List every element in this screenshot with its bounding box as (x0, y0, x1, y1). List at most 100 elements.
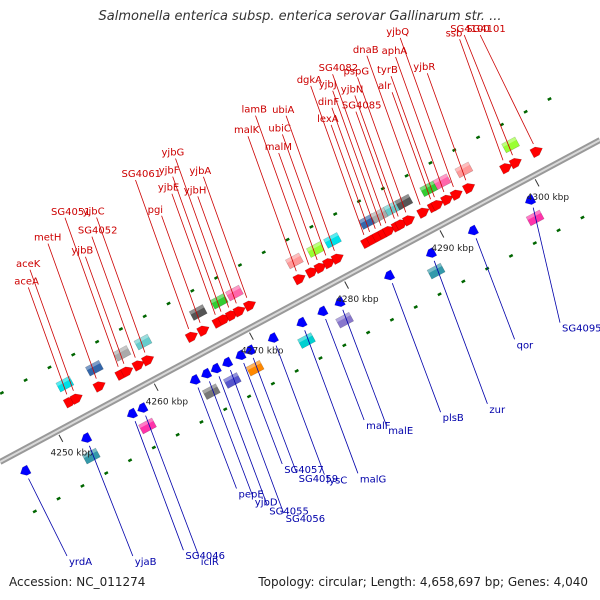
scale-tick (58, 434, 64, 443)
gene-label: yjbH (184, 185, 207, 196)
forward-feature-box (285, 252, 304, 270)
gene-leader-line (203, 176, 248, 298)
grid-dash (332, 211, 338, 217)
forward-cds-arrow (92, 381, 106, 393)
scale-tick (439, 230, 445, 238)
gene-leader-line (459, 39, 504, 161)
grid-dash (199, 420, 204, 424)
grid-dash (118, 326, 124, 332)
gene-label: SG4051 (51, 207, 91, 218)
scale-tick-label: 4260 kbp (146, 397, 189, 407)
grid-dash (190, 288, 195, 293)
grid-dash (484, 266, 490, 271)
gene-leader-line (29, 269, 74, 391)
scale-tick-label: 4250 kbp (51, 449, 94, 459)
gene-leader-line (325, 318, 365, 421)
gene-label: yjaB (135, 557, 157, 568)
grid-dash (237, 263, 243, 268)
grid-dash (428, 160, 433, 165)
gene-label: SG4046 (185, 551, 225, 562)
grid-dash (246, 394, 252, 399)
forward-feature-box (432, 173, 452, 191)
forward-cds-arrow (140, 355, 155, 367)
forward-cds-arrow (498, 163, 513, 175)
grid-dash (380, 186, 386, 191)
gene-leader-line (230, 369, 284, 514)
gene-leader-line (171, 193, 216, 315)
gene-leader-line (532, 207, 561, 323)
gene-leader-line (282, 134, 327, 256)
forward-feature-box (394, 193, 414, 211)
grid-dash (547, 96, 552, 102)
grid-dash (580, 215, 585, 220)
gene-leader-line (426, 73, 467, 181)
label-layer: aceA aceK metH SG4051 yjbB SG4052 yjbC SG4061 pg… (14, 24, 600, 568)
gene-label: malM (265, 142, 292, 153)
reverse-feature-box (245, 359, 265, 377)
map-title: Salmonella enterica subsp. enterica sero… (98, 9, 502, 24)
grid-dash (437, 292, 442, 297)
gene-leader-line (135, 179, 190, 330)
gene-label: SG4100 (450, 24, 490, 35)
reverse-cds-arrow (524, 193, 537, 205)
backbone-highlight (0, 139, 600, 463)
gene-label: yjbE (158, 183, 179, 194)
gene-label: SG4061 (122, 169, 162, 180)
gene-leader-line (278, 152, 318, 261)
grid-dash (142, 314, 147, 319)
grid-dash (104, 471, 109, 476)
forward-cds-arrow (508, 157, 522, 170)
gene-label: alr (378, 81, 392, 92)
gene-leader-line (47, 243, 97, 379)
grid-dash (532, 241, 538, 246)
gene-leader-line (85, 256, 125, 364)
gene-label: aceK (16, 259, 41, 270)
gene-label: aceA (14, 276, 39, 287)
reverse-feature-box (138, 417, 157, 435)
scale-tick-label: 4270 kbp (241, 346, 284, 356)
grid-dash (56, 496, 61, 501)
grid-dash (0, 390, 5, 395)
forward-cds-arrow (321, 258, 336, 270)
grid-dash (356, 199, 362, 204)
forward-feature-box (112, 345, 132, 362)
scale-tick (153, 383, 159, 392)
gene-leader-line (175, 158, 230, 308)
grid-dash (475, 135, 481, 140)
grid-dash (94, 339, 100, 344)
forward-cds-arrow (330, 253, 344, 265)
grid-dash (261, 250, 266, 255)
gene-leader-line (91, 236, 136, 358)
gene-leader-line (89, 445, 134, 557)
accession-text: Accession: NC_011274 (9, 575, 146, 589)
scale-tick-label: 4290 kbp (431, 244, 474, 254)
gene-label: lysC (326, 476, 347, 487)
gene-label: yjbA (189, 166, 211, 177)
gene-label: aphA (382, 46, 408, 57)
grid-dash (556, 228, 561, 233)
gene-label: pgi (148, 205, 163, 216)
backbone-layer (0, 137, 600, 465)
gene-label: lexA (317, 114, 339, 125)
scale-tick (534, 179, 540, 187)
grid-dash (270, 381, 276, 386)
forward-feature-box (501, 136, 520, 154)
forward-cds-arrow (461, 183, 476, 195)
gene-label: SG4056 (286, 514, 326, 525)
gene-leader-line (332, 74, 387, 224)
gene-leader-line (475, 238, 515, 340)
reverse-feature-box (222, 372, 242, 389)
gene-label: SG4101 (466, 24, 506, 35)
gene-label: plsB (443, 413, 464, 424)
gene-leader-line (433, 260, 488, 404)
gene-leader-line (28, 478, 68, 557)
grid-dash (213, 275, 219, 280)
gene-leader-line (366, 55, 421, 205)
forward-cds-arrow (381, 225, 396, 238)
scale-tick (344, 281, 349, 289)
gene-leader-line (399, 37, 454, 188)
gene-label: ubiA (272, 105, 294, 116)
gene-leader-line (355, 111, 395, 219)
gene-leader-line (354, 95, 399, 217)
forward-cds-arrow (242, 300, 257, 312)
